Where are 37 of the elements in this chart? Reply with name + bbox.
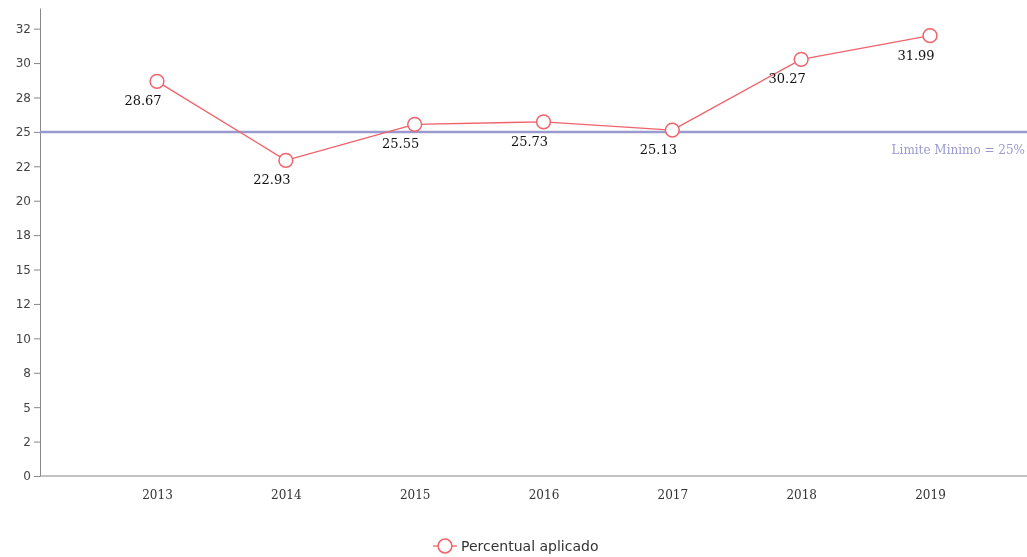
y-tick-label: 12 <box>15 297 31 312</box>
y-tick-label: 0 <box>23 469 31 484</box>
x-tick-label: 2016 <box>528 487 560 502</box>
data-label: 22.93 <box>253 172 291 188</box>
y-tick-label: 22 <box>15 159 31 174</box>
legend-label: Percentual aplicado <box>461 538 599 554</box>
point <box>535 114 552 130</box>
y-tick-label: 32 <box>15 21 31 36</box>
y-tick-label: 20 <box>15 194 31 209</box>
data-label: 28.67 <box>124 93 162 109</box>
y-tick-label: 10 <box>15 331 31 346</box>
x-tick-label: 2018 <box>786 487 817 502</box>
y-tick-label: 8 <box>23 366 31 381</box>
data-label: 30.27 <box>768 71 806 87</box>
y-tick-label: 25 <box>15 125 31 140</box>
x-tick-label: 2015 <box>399 487 431 502</box>
point <box>407 116 423 132</box>
y-tick-label: 5 <box>23 400 31 415</box>
data-label: 25.73 <box>510 133 549 149</box>
x-tick-label: 2017 <box>657 487 689 502</box>
point <box>664 122 680 138</box>
y-tick-label: 28 <box>15 90 31 105</box>
point <box>278 152 294 169</box>
data-label: 31.99 <box>897 47 935 63</box>
y-tick-label: 2 <box>23 434 31 449</box>
x-tick-label: 2014 <box>271 487 302 502</box>
y-tick-label: 15 <box>15 262 31 277</box>
data-label: 25.55 <box>382 136 420 152</box>
y-tick-label: 18 <box>15 228 31 243</box>
data-label: 25.13 <box>639 142 677 158</box>
ref-line-label: Limite Minimo = 25% <box>891 142 1025 157</box>
x-tick-label: 2013 <box>142 487 173 502</box>
point <box>922 28 938 44</box>
x-tick-label: 2019 <box>915 487 946 502</box>
y-tick-label: 30 <box>15 56 31 71</box>
point <box>149 73 165 90</box>
point <box>793 51 809 67</box>
